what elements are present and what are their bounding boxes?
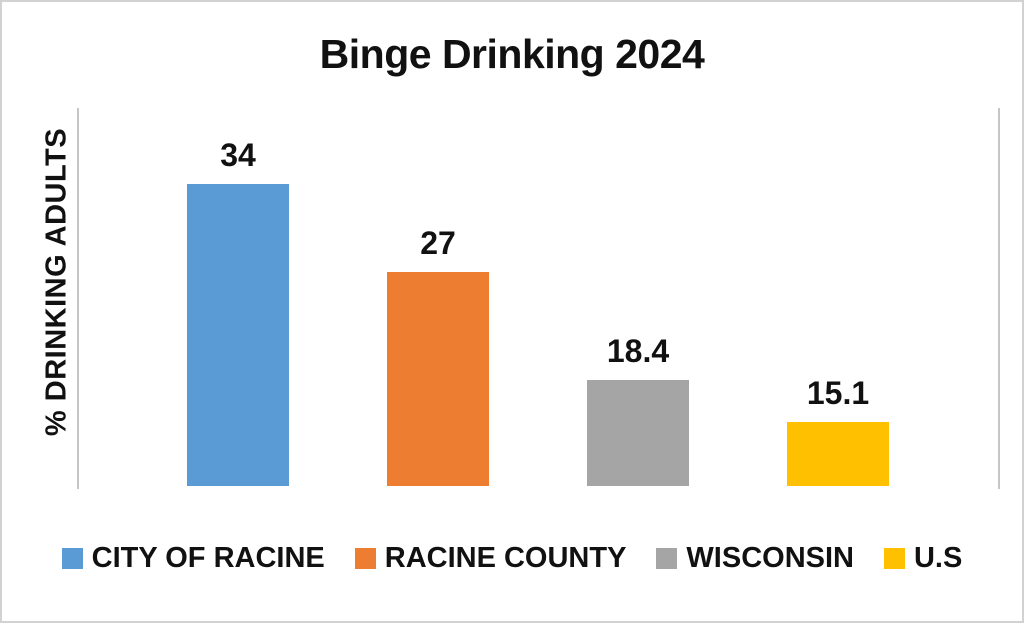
bar-u-s <box>787 422 889 486</box>
bar-value-label-wisconsin: 18.4 <box>606 333 670 369</box>
legend-swatch-racine-county <box>354 548 376 569</box>
legend-item-racine-county: RACINE COUNTY <box>354 542 627 575</box>
y-axis-line-left <box>77 108 79 489</box>
bar-value-label-city-of-racine: 34 <box>220 137 256 173</box>
y-axis-label: % DRINKING ADULTS <box>40 127 73 437</box>
bar-value-label-racine-county: 27 <box>420 225 456 261</box>
y-axis-line-right <box>998 108 1000 489</box>
chart-title: Binge Drinking 2024 <box>319 31 705 77</box>
legend: CITY OF RACINE RACINE COUNTY WISCONSIN U.S <box>2 542 1022 575</box>
bar-wisconsin <box>587 380 689 486</box>
legend-item-wisconsin: WISCONSIN <box>656 542 854 575</box>
bar-racine-county <box>387 272 489 486</box>
legend-swatch-wisconsin <box>656 548 678 569</box>
legend-label-racine-county: RACINE COUNTY <box>384 542 627 574</box>
legend-label-u-s: U.S <box>913 542 963 574</box>
bar-city-of-racine <box>187 184 289 486</box>
legend-item-city-of-racine: CITY OF RACINE <box>61 542 325 575</box>
legend-label-city-of-racine: CITY OF RACINE <box>91 542 325 574</box>
legend-label-wisconsin: WISCONSIN <box>686 542 854 574</box>
bar-value-label-u-s: 15.1 <box>806 375 870 411</box>
legend-swatch-city-of-racine <box>61 548 83 569</box>
legend-item-u-s: U.S <box>883 542 963 575</box>
plot-area: 34 27 18.4 15.1 <box>77 108 999 486</box>
legend-swatch-u-s <box>883 548 905 569</box>
